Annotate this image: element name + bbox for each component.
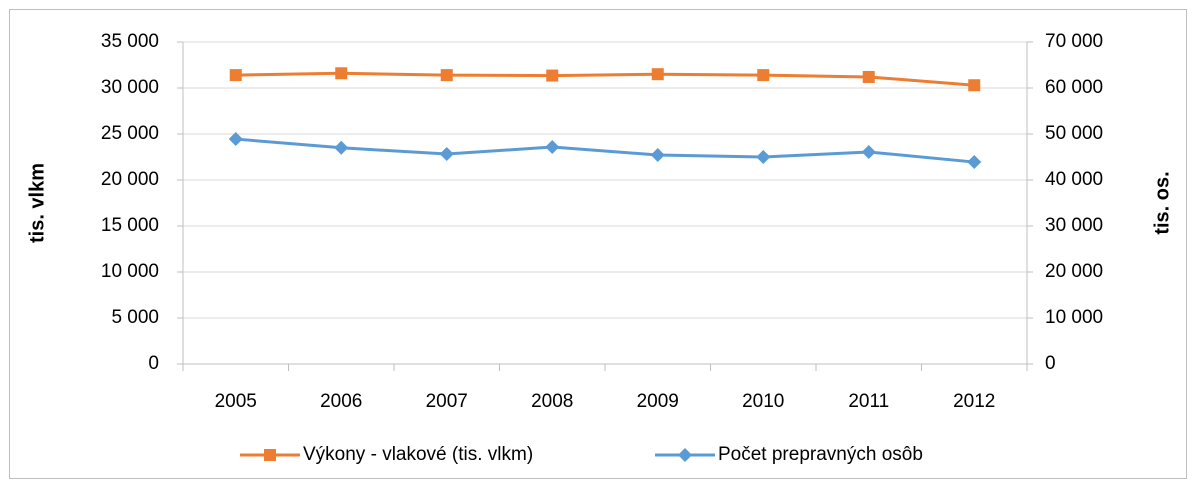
y2-tick-label: 10 000 bbox=[1045, 307, 1103, 328]
y-tick-label: 25 000 bbox=[101, 123, 159, 144]
y-tick-label: 10 000 bbox=[101, 261, 159, 282]
data-point bbox=[757, 69, 770, 82]
y2-tick-label: 60 000 bbox=[1045, 77, 1103, 98]
y-tick-label: 0 bbox=[148, 353, 159, 374]
x-tick-label: 2012 bbox=[953, 391, 995, 412]
x-tick-label: 2005 bbox=[215, 391, 257, 412]
y2-tick-label: 0 bbox=[1045, 353, 1056, 374]
data-point bbox=[335, 67, 348, 80]
y-tick-label: 20 000 bbox=[101, 169, 159, 190]
y2-tick-label: 70 000 bbox=[1045, 31, 1103, 52]
y2-tick-label: 30 000 bbox=[1045, 215, 1103, 236]
y2-tick-label: 50 000 bbox=[1045, 123, 1103, 144]
data-point bbox=[756, 150, 771, 164]
x-tick-label: 2010 bbox=[742, 391, 784, 412]
series-line bbox=[235, 71, 975, 87]
series-line bbox=[235, 137, 975, 164]
y-tick-label: 5 000 bbox=[111, 307, 159, 328]
y-tick-label: 15 000 bbox=[101, 215, 159, 236]
legend-marker bbox=[264, 449, 276, 461]
x-tick-label: 2006 bbox=[320, 391, 362, 412]
legend-marker bbox=[678, 448, 692, 462]
data-point bbox=[228, 132, 243, 147]
y-tick-label: 30 000 bbox=[101, 77, 159, 98]
chart-border bbox=[9, 9, 1187, 479]
y2-axis-title: tis. os. bbox=[1151, 171, 1173, 234]
x-tick-label: 2009 bbox=[637, 391, 679, 412]
y-tick-label: 35 000 bbox=[101, 31, 159, 52]
y2-tick-label: 40 000 bbox=[1045, 169, 1103, 190]
data-point bbox=[968, 79, 981, 92]
x-tick-label: 2011 bbox=[848, 391, 889, 412]
data-point bbox=[862, 70, 875, 83]
y2-tick-label: 20 000 bbox=[1045, 261, 1103, 282]
x-tick-label: 2007 bbox=[426, 391, 468, 412]
data-point bbox=[651, 68, 664, 81]
data-point bbox=[334, 140, 349, 155]
legend-label: Počet prepravných osôb bbox=[718, 444, 923, 465]
data-point bbox=[861, 144, 876, 159]
data-point bbox=[439, 147, 454, 162]
data-point bbox=[440, 69, 453, 82]
data-point bbox=[546, 69, 559, 82]
data-point bbox=[229, 69, 242, 82]
data-point bbox=[967, 155, 982, 170]
data-point bbox=[650, 148, 665, 163]
y-axis-title: tis. vlkm bbox=[26, 163, 48, 243]
legend-label: Výkony - vlakové (tis. vlkm) bbox=[303, 444, 533, 465]
x-tick-label: 2008 bbox=[531, 391, 573, 412]
data-point bbox=[545, 140, 560, 155]
